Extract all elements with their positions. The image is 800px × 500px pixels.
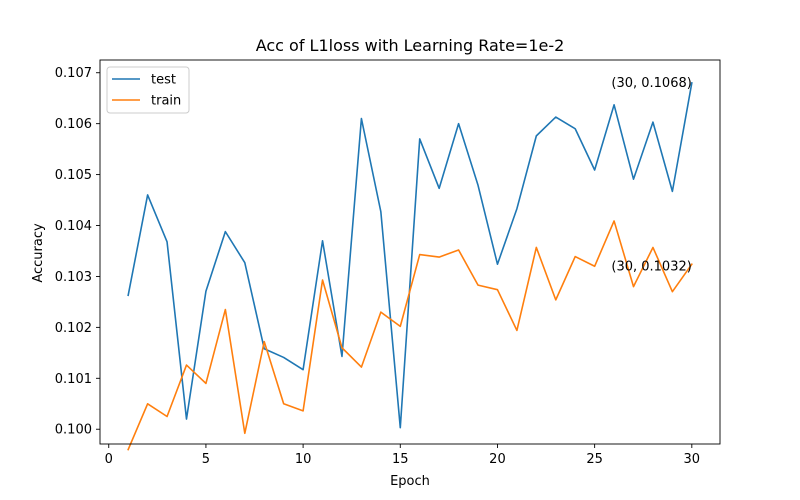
x-tick-label: 5 — [202, 452, 210, 467]
legend-label-train: train — [151, 94, 181, 109]
point-annotation: (30, 0.1068) — [611, 76, 691, 91]
y-tick-label: 0.103 — [55, 270, 92, 285]
series-line-test — [127, 81, 693, 429]
x-tick-label: 0 — [105, 452, 113, 467]
y-axis-label: Accuracy — [31, 223, 46, 283]
y-tick-label: 0.106 — [55, 117, 92, 132]
annotations: (30, 0.1068) (30, 0.1032) — [611, 76, 691, 274]
y-tick-label: 0.100 — [55, 423, 92, 438]
series-layer — [127, 81, 693, 451]
y-tick-label: 0.105 — [55, 168, 92, 183]
series-line-train — [127, 220, 693, 451]
point-annotation: (30, 0.1032) — [611, 259, 691, 274]
y-tick-label: 0.104 — [55, 219, 92, 234]
plot-frame — [99, 59, 721, 445]
x-tick-label: 15 — [392, 452, 409, 467]
x-tick-label: 20 — [489, 452, 506, 467]
x-tick-label: 10 — [295, 452, 312, 467]
chart-title: Acc of L1loss with Learning Rate=1e-2 — [256, 36, 565, 55]
y-tick-label: 0.107 — [55, 66, 92, 81]
y-tick-label: 0.101 — [55, 372, 92, 387]
x-tick-label: 30 — [684, 452, 701, 467]
axes-layer: 0 5 10 15 20 25 30 0.100 0.101 0.102 0.103 0.104 0.1… — [55, 59, 721, 467]
y-tick-label: 0.102 — [55, 321, 92, 336]
x-axis-label: Epoch — [390, 474, 430, 489]
legend: test train — [106, 66, 190, 114]
legend-label-test: test — [151, 73, 176, 88]
x-tick-label: 25 — [586, 452, 603, 467]
